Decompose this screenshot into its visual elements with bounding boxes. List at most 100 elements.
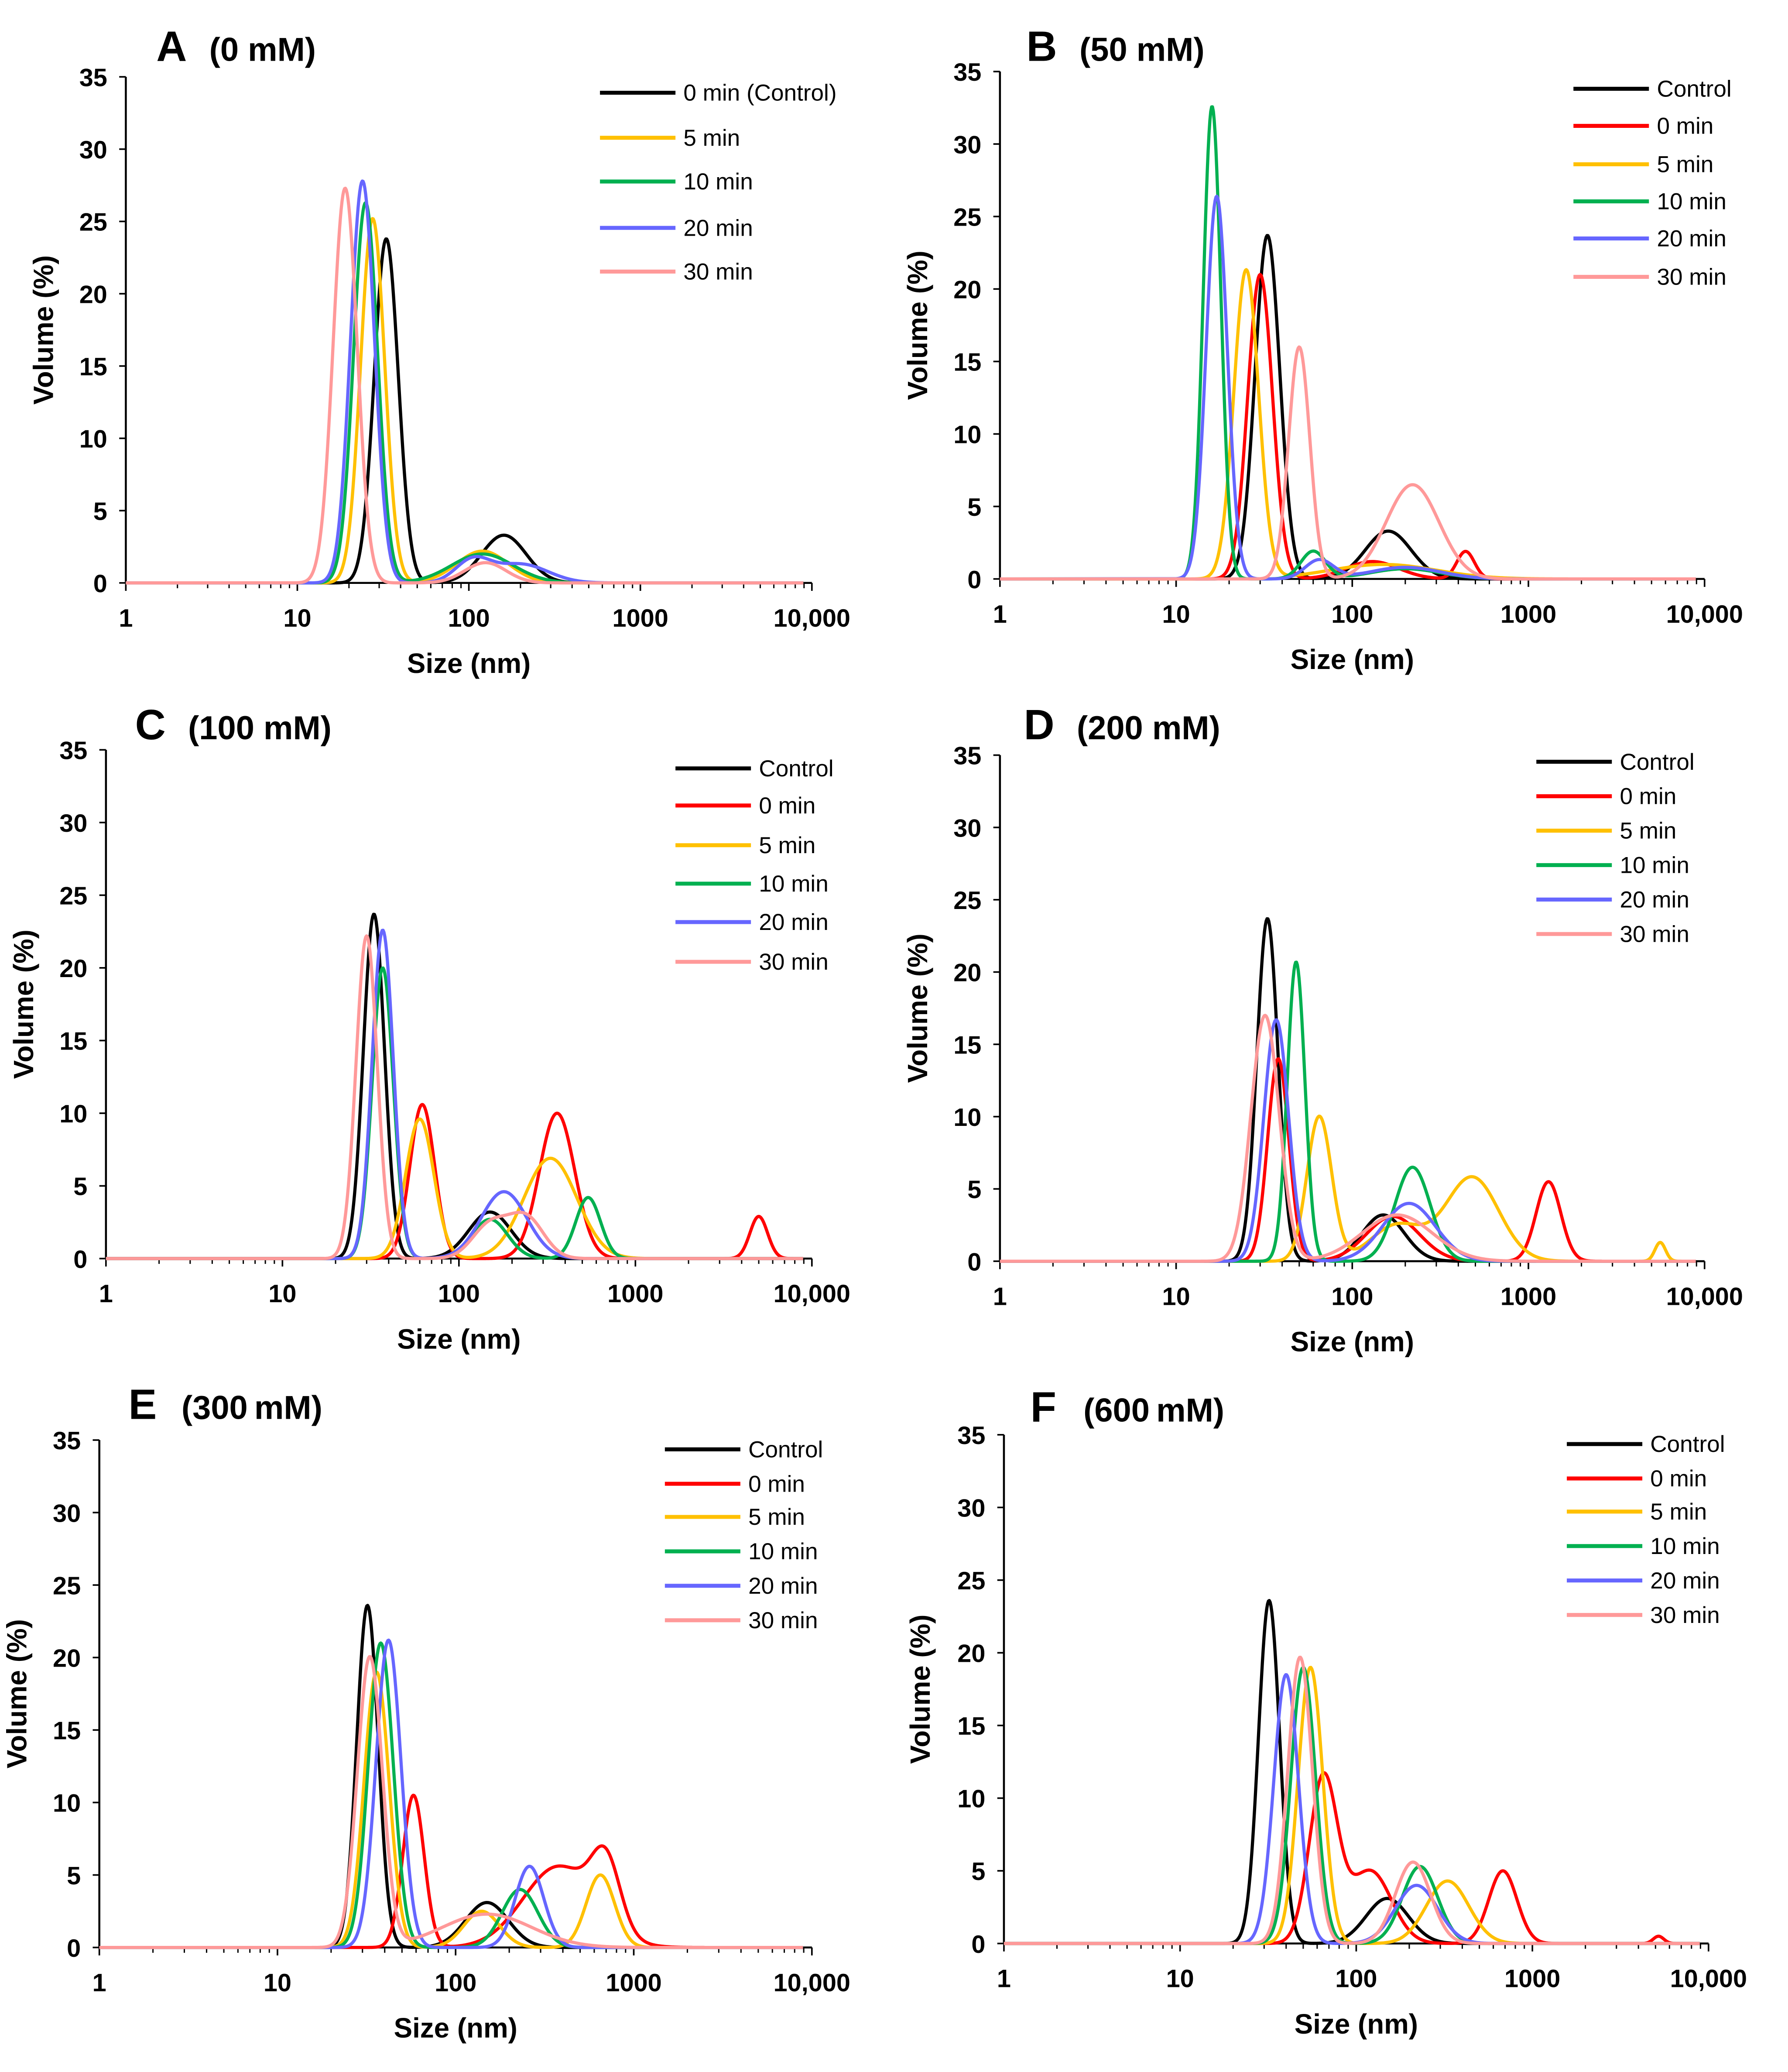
y-tick-label: 25 <box>957 1567 985 1595</box>
y-tick-label: 15 <box>53 1717 81 1745</box>
panel-letter: F <box>1031 1383 1056 1431</box>
y-tick-label: 20 <box>953 959 981 987</box>
series-line-control <box>1004 1599 1701 1945</box>
x-tick-label: 1000 <box>606 1969 661 1997</box>
series-line-0-min <box>1004 1771 1701 1945</box>
y-tick-label: 35 <box>59 737 87 765</box>
panel-A: A (0 mM) 1 10 100 1000 10,000 0 5 10 15 20 25 30 35 Siz… <box>27 23 850 679</box>
y-axis-label: Volume (%) <box>902 250 933 400</box>
series-line-5-min <box>1000 268 1697 581</box>
x-axis-label: Size (nm) <box>1291 644 1414 675</box>
legend-label: 5 min <box>1650 1499 1707 1525</box>
panel-title: (200 mM) <box>1077 710 1220 747</box>
series-line-5-min <box>106 1117 804 1260</box>
x-tick-label: 1 <box>92 1969 106 1997</box>
y-tick-label: 0 <box>967 1248 981 1276</box>
legend-label: 0 min <box>1650 1466 1707 1492</box>
x-tick-label: 100 <box>435 1969 476 1997</box>
y-tick-label: 5 <box>967 1176 981 1204</box>
series-line-20-min <box>99 1638 804 1949</box>
panel-letter: C <box>135 701 166 748</box>
legend-label: Control <box>1657 76 1731 102</box>
series-line-30-min <box>99 1655 804 1949</box>
legend-label: 5 min <box>683 125 740 151</box>
panel-B: B (50 mM) 1 10 100 1000 10,000 0 5 10 15 20 25 30 35 Si… <box>902 23 1743 675</box>
series-line-control <box>126 237 804 585</box>
y-axis-label: Volume (%) <box>1 1619 33 1768</box>
x-tick-label: 10 <box>264 1969 291 1997</box>
series-line-5-min <box>1004 1666 1701 1945</box>
legend-label: 5 min <box>759 833 815 858</box>
y-tick-label: 20 <box>957 1640 985 1668</box>
legend-label: 30 min <box>1650 1602 1719 1628</box>
series-line-20-min <box>126 179 804 585</box>
panel-letter: B <box>1027 23 1057 70</box>
series-line-30-min <box>126 186 804 585</box>
x-axis-label: Size (nm) <box>397 1323 521 1355</box>
x-axis-label: Size (nm) <box>394 2012 517 2044</box>
y-tick-label: 35 <box>79 64 107 92</box>
y-tick-label: 30 <box>79 136 107 164</box>
series-line-30-min <box>1004 1656 1701 1945</box>
legend-label: Control <box>1620 749 1694 775</box>
y-tick-label: 0 <box>67 1935 81 1962</box>
x-axis-label: Size (nm) <box>1291 1326 1414 1358</box>
series-line-20-min <box>1000 195 1697 581</box>
x-tick-label: 100 <box>438 1280 480 1308</box>
legend-label: 30 min <box>748 1608 818 1633</box>
legend-label: 30 min <box>683 259 753 285</box>
legend-label: 0 min <box>748 1471 805 1497</box>
legend-label: 10 min <box>1650 1533 1719 1559</box>
legend-label: 10 min <box>1620 853 1689 878</box>
panel-D: D (200 mM) 1 10 100 1000 10,000 0 5 10 15 20 25 30 35 S… <box>902 701 1743 1358</box>
panel-title: (600 mM) <box>1083 1392 1224 1429</box>
panel-letter: E <box>128 1380 157 1428</box>
x-tick-label: 10 <box>283 604 311 632</box>
panel-title: (0 mM) <box>209 31 316 69</box>
x-tick-label: 10,000 <box>1666 600 1743 628</box>
legend-label: 10 min <box>759 871 828 897</box>
legend-label: 5 min <box>748 1504 805 1530</box>
x-tick-label: 1000 <box>1504 1965 1560 1993</box>
legend-label: 10 min <box>1657 189 1726 215</box>
legend-label: 0 min <box>1657 113 1713 139</box>
x-tick-label: 1000 <box>607 1280 663 1308</box>
y-tick-label: 25 <box>953 887 981 915</box>
panel-letter: D <box>1024 701 1054 748</box>
y-axis-label: Volume (%) <box>902 933 933 1083</box>
y-tick-label: 5 <box>67 1862 81 1890</box>
y-tick-label: 0 <box>93 570 107 598</box>
y-tick-label: 25 <box>53 1572 81 1600</box>
y-tick-label: 5 <box>93 497 107 525</box>
series-line-10-min <box>106 966 804 1260</box>
x-tick-label: 1 <box>993 600 1007 628</box>
panel-title: (50 mM) <box>1079 31 1205 69</box>
series-line-20-min <box>1004 1673 1701 1945</box>
x-tick-label: 10,000 <box>774 604 850 632</box>
y-tick-label: 25 <box>953 203 981 231</box>
x-tick-label: 1 <box>119 604 133 632</box>
y-tick-label: 20 <box>953 276 981 304</box>
legend-label: 20 min <box>748 1573 818 1599</box>
y-tick-label: 10 <box>59 1100 87 1128</box>
legend-label: 0 min <box>1620 784 1676 810</box>
series-line-0-min <box>1000 1057 1697 1263</box>
panel-title: (100 mM) <box>188 710 332 747</box>
series-line-10-min <box>99 1641 804 1949</box>
series-line-30-min <box>1000 345 1697 581</box>
x-tick-label: 10 <box>1162 1283 1190 1310</box>
legend-label: 20 min <box>759 909 828 935</box>
x-tick-label: 1 <box>997 1965 1011 1993</box>
y-tick-label: 35 <box>957 1422 985 1450</box>
panel-C: C (100 mM) 1 10 100 1000 10,000 0 5 10 15 20 25 30 35 S… <box>8 701 850 1355</box>
y-tick-label: 10 <box>953 421 981 449</box>
y-tick-label: 0 <box>967 566 981 594</box>
x-tick-label: 1000 <box>613 604 668 632</box>
legend-label: 5 min <box>1657 152 1713 178</box>
series-line-20-min <box>1000 1018 1697 1263</box>
y-tick-label: 15 <box>953 349 981 377</box>
x-axis-label: Size (nm) <box>1295 2008 1418 2040</box>
x-tick-label: 10,000 <box>1666 1283 1743 1310</box>
x-axis-label: Size (nm) <box>407 648 531 679</box>
